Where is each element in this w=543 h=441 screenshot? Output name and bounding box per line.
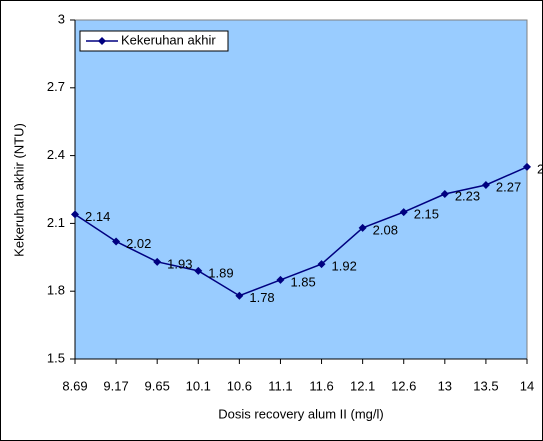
- legend-box: [79, 30, 229, 52]
- data-label: 2.27: [496, 179, 521, 194]
- data-point: [481, 180, 490, 189]
- x-tick-label: 10.6: [227, 378, 252, 393]
- data-point: [317, 260, 326, 269]
- x-tick-label: 11.1: [268, 378, 292, 393]
- data-label: 2.14: [85, 209, 110, 224]
- data-point: [399, 208, 408, 217]
- data-point: [153, 257, 162, 266]
- data-point: [235, 291, 244, 300]
- x-tick-label: 12.6: [391, 378, 416, 393]
- y-tick-label: 1.8: [47, 283, 65, 298]
- data-point: [523, 162, 531, 171]
- y-tick-label: 1.5: [47, 350, 65, 365]
- x-tick-label: 13.5: [473, 378, 498, 393]
- data-label: 1.89: [208, 265, 233, 280]
- data-label: 1.93: [167, 256, 192, 271]
- y-tick-label: 3: [58, 11, 65, 26]
- data-label: 1.85: [290, 274, 315, 289]
- data-point: [71, 210, 79, 219]
- data-label: 2.08: [373, 222, 398, 237]
- data-label: 1.92: [332, 259, 357, 274]
- series-line: [74, 166, 528, 297]
- legend-marker: [98, 37, 106, 45]
- y-tick-label: 2.7: [47, 79, 65, 94]
- x-tick-label: 14: [520, 378, 534, 393]
- data-point: [276, 275, 285, 284]
- y-tick-label: 2.4: [47, 147, 65, 162]
- data-point: [194, 266, 203, 275]
- data-label: 2.35: [537, 161, 543, 176]
- legend-label: Kekeruhan akhir: [121, 32, 216, 47]
- data-label: 2.23: [455, 188, 480, 203]
- y-axis-title: Kekeruhan akhir (NTU): [11, 123, 26, 257]
- x-axis-title: Dosis recovery alum II (mg/l): [218, 406, 383, 421]
- data-point: [440, 190, 449, 199]
- plot-area: [74, 19, 528, 360]
- x-tick-label: 12.1: [350, 378, 375, 393]
- x-tick-label: 10.1: [186, 378, 211, 393]
- x-tick-label: 11.6: [309, 378, 333, 393]
- data-label: 1.78: [249, 290, 274, 305]
- data-point: [358, 223, 367, 232]
- x-tick-label: 9.65: [145, 378, 170, 393]
- y-tick-label: 2.1: [47, 215, 65, 230]
- x-tick-label: 8.69: [62, 378, 87, 393]
- x-tick-label: 9.17: [103, 378, 128, 393]
- x-tick-label: 13: [438, 378, 452, 393]
- data-point: [112, 237, 121, 246]
- data-label: 2.15: [414, 207, 439, 222]
- data-label: 2.02: [126, 236, 151, 251]
